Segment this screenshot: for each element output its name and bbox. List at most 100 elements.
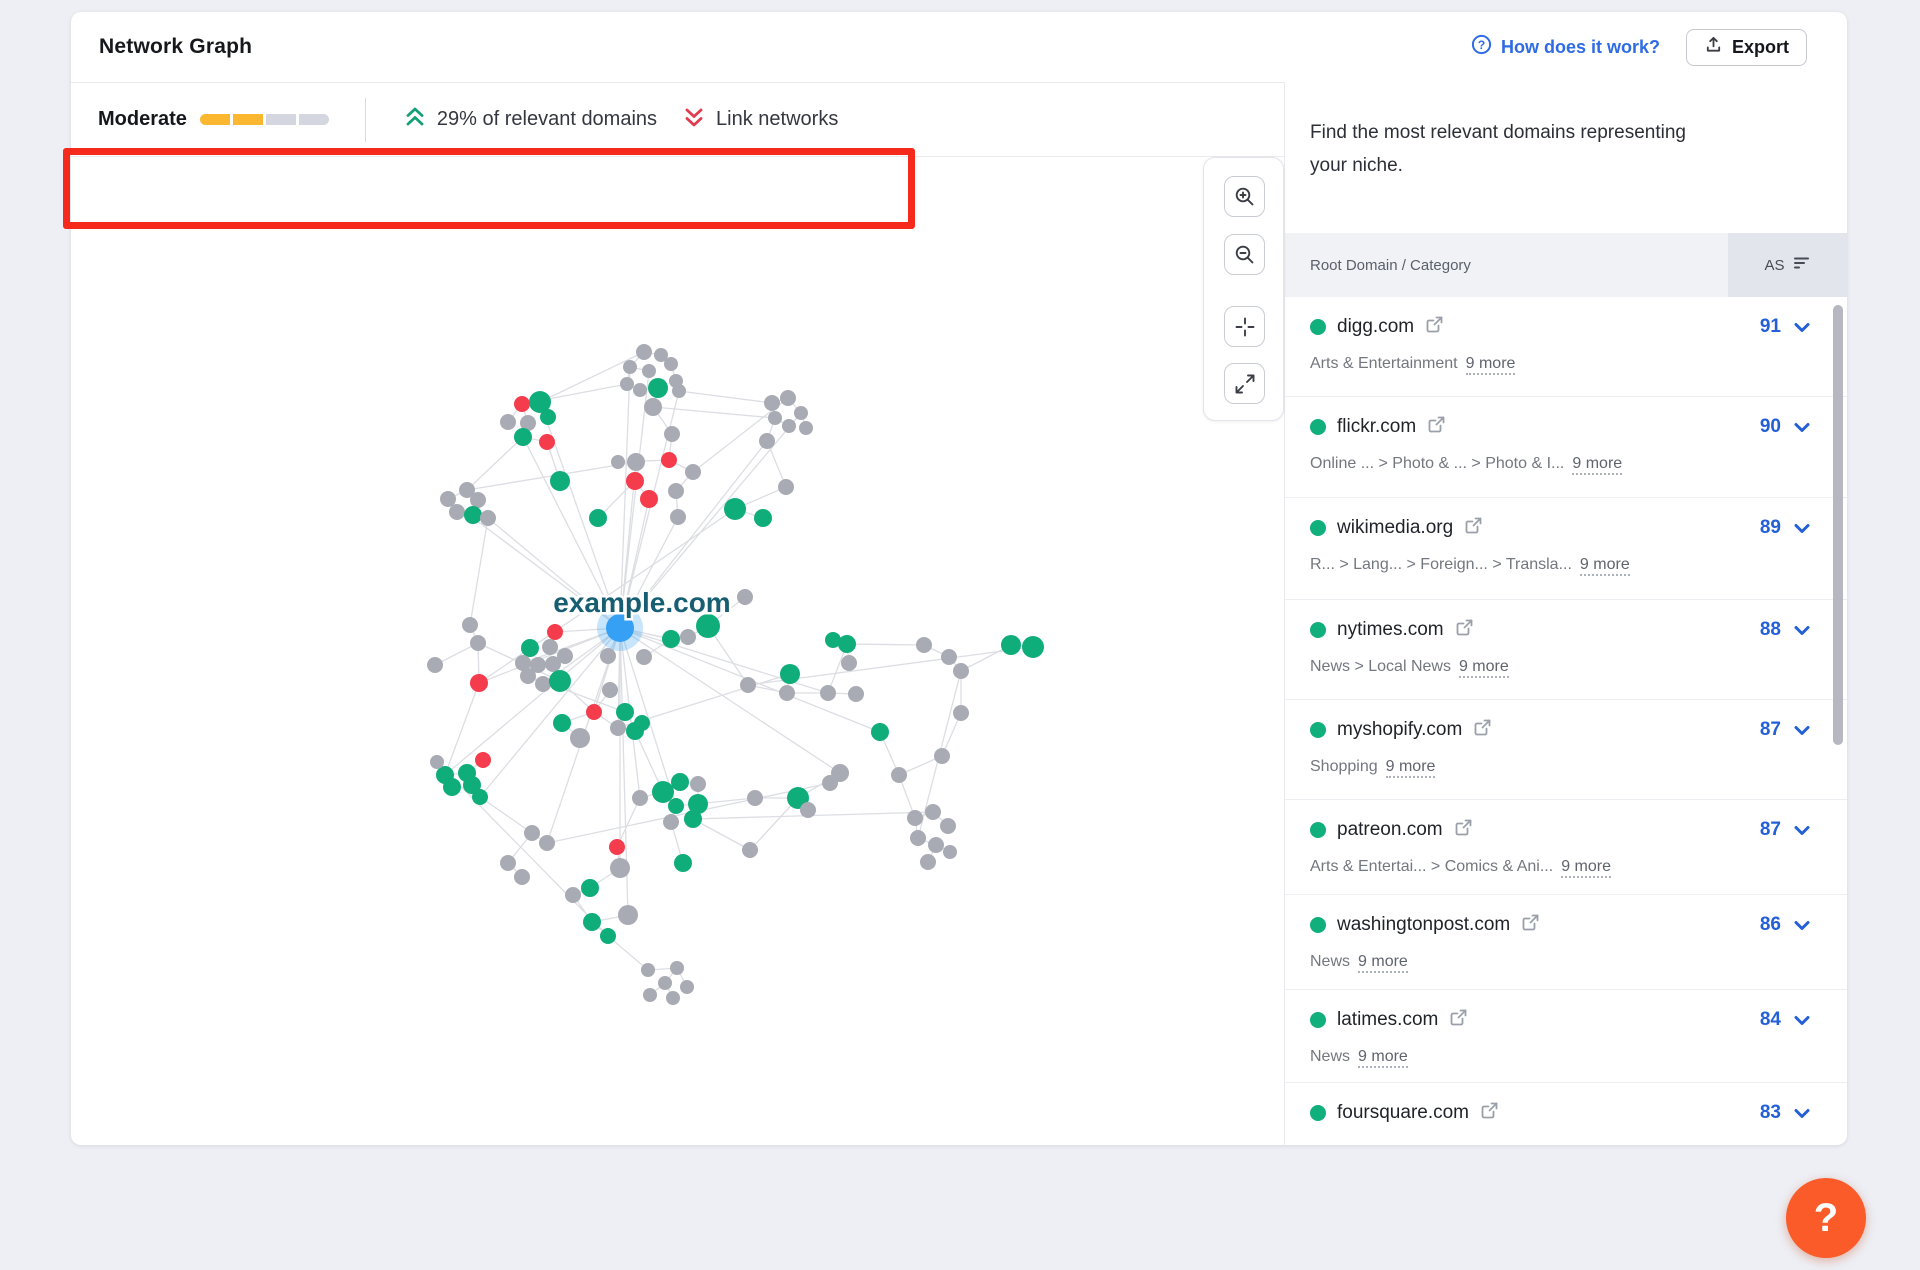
graph-node[interactable]	[666, 991, 680, 1005]
graph-node[interactable]	[684, 810, 702, 828]
graph-node[interactable]	[500, 414, 516, 430]
graph-node[interactable]	[780, 390, 796, 406]
graph-node[interactable]	[652, 781, 674, 803]
graph-node[interactable]	[841, 655, 857, 671]
graph-node[interactable]	[600, 928, 616, 944]
zoom-out-button[interactable]	[1224, 234, 1265, 275]
graph-node[interactable]	[747, 790, 763, 806]
graph-node[interactable]	[848, 686, 864, 702]
graph-node[interactable]	[943, 845, 957, 859]
graph-node[interactable]	[641, 963, 655, 977]
graph-node[interactable]	[529, 391, 551, 413]
graph-node[interactable]	[633, 383, 647, 397]
external-link-icon[interactable]	[1425, 315, 1444, 339]
graph-node[interactable]	[685, 464, 701, 480]
graph-node[interactable]	[664, 357, 678, 371]
graph-node[interactable]	[463, 776, 481, 794]
graph-node[interactable]	[928, 837, 944, 853]
graph-node[interactable]	[636, 344, 652, 360]
more-categories-link[interactable]: 9 more	[1358, 953, 1408, 973]
graph-node[interactable]	[632, 790, 648, 806]
graph-node[interactable]	[671, 773, 689, 791]
graph-node[interactable]	[740, 677, 756, 693]
external-link-icon[interactable]	[1454, 818, 1473, 842]
graph-node[interactable]	[514, 869, 530, 885]
table-row[interactable]: flickr.com Online ... > Photo & ... > Ph…	[1285, 397, 1847, 498]
graph-node[interactable]	[550, 471, 570, 491]
graph-node[interactable]	[620, 377, 634, 391]
graph-node[interactable]	[581, 879, 599, 897]
domain-link[interactable]: latimes.com	[1337, 1009, 1439, 1030]
graph-node[interactable]	[611, 455, 625, 469]
graph-node[interactable]	[640, 490, 658, 508]
graph-node[interactable]	[658, 976, 672, 990]
graph-node[interactable]	[565, 887, 581, 903]
chevron-down-icon[interactable]	[1793, 522, 1811, 540]
domain-link[interactable]: foursquare.com	[1337, 1102, 1470, 1123]
graph-node[interactable]	[520, 415, 536, 431]
graph-node[interactable]	[648, 378, 668, 398]
table-row[interactable]: digg.com Arts & Entertainment 9 more 91	[1285, 297, 1847, 397]
graph-node[interactable]	[941, 649, 957, 665]
graph-node[interactable]	[440, 491, 456, 507]
more-categories-link[interactable]: 9 more	[1561, 858, 1611, 878]
graph-node[interactable]	[570, 728, 590, 748]
panel-scrollbar[interactable]	[1833, 305, 1843, 745]
external-link-icon[interactable]	[1464, 516, 1483, 540]
graph-node[interactable]	[672, 384, 686, 398]
graph-node[interactable]	[589, 509, 607, 527]
column-authority-score[interactable]: AS	[1728, 233, 1847, 297]
graph-node[interactable]	[610, 720, 626, 736]
more-categories-link[interactable]: 9 more	[1458, 658, 1509, 678]
graph-node[interactable]	[542, 639, 558, 655]
graph-node[interactable]	[779, 685, 795, 701]
graph-node[interactable]	[609, 839, 625, 855]
graph-node[interactable]	[670, 961, 684, 975]
chevron-down-icon[interactable]	[1793, 724, 1811, 742]
graph-node[interactable]	[663, 814, 679, 830]
graph-node[interactable]	[668, 483, 684, 499]
external-link-icon[interactable]	[1521, 913, 1540, 937]
graph-node[interactable]	[920, 854, 936, 870]
external-link-icon[interactable]	[1427, 415, 1446, 439]
graph-node[interactable]	[427, 657, 443, 673]
graph-node[interactable]	[778, 479, 794, 495]
graph-node[interactable]	[737, 589, 753, 605]
graph-node[interactable]	[642, 364, 656, 378]
external-link-icon[interactable]	[1480, 1101, 1499, 1125]
graph-node[interactable]	[626, 472, 644, 490]
graph-node[interactable]	[953, 663, 969, 679]
chevron-down-icon[interactable]	[1793, 1107, 1811, 1125]
graph-node[interactable]	[610, 858, 630, 878]
graph-node[interactable]	[754, 509, 772, 527]
table-row[interactable]: patreon.com Arts & Entertai... > Comics …	[1285, 800, 1847, 895]
graph-node[interactable]	[668, 798, 684, 814]
more-categories-link[interactable]: 9 more	[1572, 455, 1623, 475]
graph-node[interactable]	[515, 655, 531, 671]
domain-link[interactable]: myshopify.com	[1337, 719, 1463, 740]
zoom-in-button[interactable]	[1224, 176, 1265, 217]
graph-node[interactable]	[540, 409, 556, 425]
graph-node[interactable]	[891, 767, 907, 783]
graph-node[interactable]	[940, 818, 956, 834]
graph-node[interactable]	[470, 674, 488, 692]
graph-node[interactable]	[644, 398, 662, 416]
graph-node[interactable]	[464, 506, 482, 524]
graph-node[interactable]	[547, 624, 563, 640]
chevron-down-icon[interactable]	[1793, 421, 1811, 439]
graph-node[interactable]	[602, 682, 618, 698]
graph-node[interactable]	[600, 648, 616, 664]
table-row[interactable]: wikimedia.org R... > Lang... > Foreign..…	[1285, 498, 1847, 600]
graph-node[interactable]	[1001, 635, 1021, 655]
graph-node[interactable]	[822, 775, 838, 791]
fullscreen-button[interactable]	[1224, 363, 1265, 404]
graph-node[interactable]	[470, 492, 486, 508]
graph-node[interactable]	[616, 703, 634, 721]
graph-node[interactable]	[825, 632, 841, 648]
graph-node[interactable]	[459, 482, 475, 498]
graph-node[interactable]	[780, 664, 800, 684]
how-does-it-work-link[interactable]: ? How does it work?	[1471, 34, 1660, 60]
central-domain-node[interactable]	[606, 614, 634, 642]
graph-node[interactable]	[430, 755, 444, 769]
graph-node[interactable]	[521, 639, 539, 657]
